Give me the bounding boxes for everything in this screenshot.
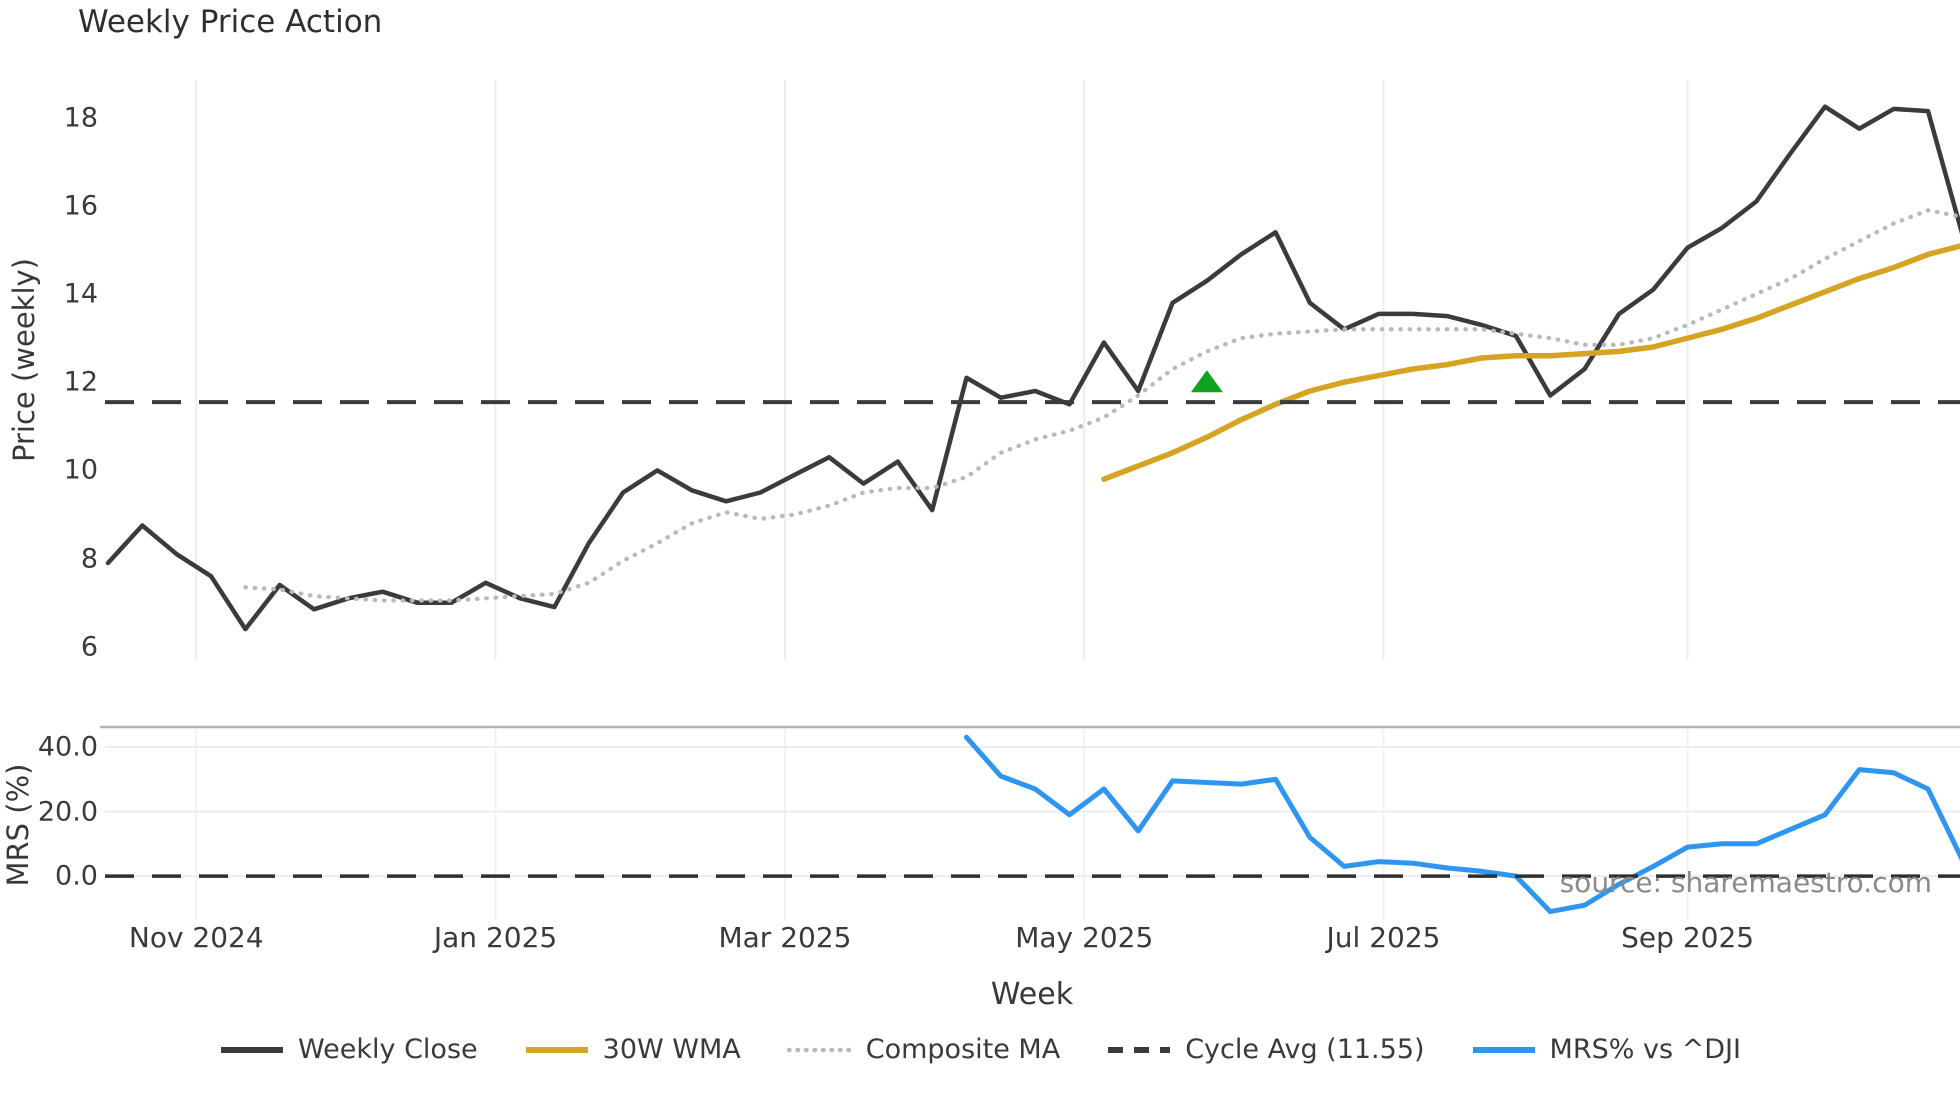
mrs-ytick-0.0: 0.0: [55, 860, 98, 892]
xtick-jul-2025: Jul 2025: [1326, 921, 1441, 954]
series-30w-wma-line: [1101, 243, 1960, 482]
xtick-mar-2025: Mar 2025: [718, 921, 852, 954]
xtick-jan-2025: Jan 2025: [433, 921, 558, 954]
price-ytick-10: 10: [63, 454, 98, 486]
series-mrs-vs-dji-line: [964, 734, 1960, 915]
legend-swatch-composite-ma-icon: [786, 1047, 853, 1052]
chart-title: Weekly Price Action: [78, 4, 383, 40]
buy-signal-triangle-up-icon: [1190, 370, 1223, 393]
series-weekly-close-line: [105, 104, 1960, 632]
legend-label-cycle-avg-11-55: Cycle Avg (11.55): [1185, 1034, 1425, 1065]
price-ytick-8: 8: [80, 543, 98, 575]
mrs-ytick-20.0: 20.0: [37, 796, 98, 828]
mrs-ytick-40.0: 40.0: [37, 731, 98, 763]
xtick-nov-2024: Nov 2024: [128, 921, 264, 954]
xtick-sep-2025: Sep 2025: [1621, 921, 1755, 954]
price-ytick-12: 12: [63, 366, 98, 398]
legend-label-30w-wma: 30W WMA: [602, 1034, 741, 1065]
legend-label-weekly-close: Weekly Close: [298, 1034, 478, 1065]
legend-label-mrs-vs-dji: MRS% vs ^DJI: [1549, 1034, 1741, 1065]
xtick-may-2025: May 2025: [1015, 921, 1154, 954]
legend-swatch-cycle-avg-11-55-icon: [1108, 1046, 1171, 1053]
price-ytick-16: 16: [63, 190, 98, 222]
legend-swatch-mrs-vs-dji-icon: [1472, 1046, 1535, 1053]
legend-item-weekly-close: Weekly Close: [219, 1034, 478, 1065]
legend-label-composite-ma: Composite MA: [865, 1034, 1061, 1065]
legend-swatch-weekly-close-icon: [221, 1046, 284, 1053]
price-ytick-6: 6: [80, 631, 98, 663]
x-axis-label: Week: [990, 977, 1074, 1012]
legend-item-mrs-vs-dji: MRS% vs ^DJI: [1471, 1034, 1741, 1065]
price-ytick-14: 14: [63, 278, 98, 310]
series-composite-ma-line: [243, 208, 1960, 603]
legend-item-composite-ma: Composite MA: [786, 1034, 1061, 1065]
legend-item-30w-wma: 30W WMA: [524, 1034, 741, 1065]
legend: Weekly Close 30W WMA Composite MA Cycle Avg…: [0, 1034, 1960, 1065]
source-note: source: sharemaestro.com: [1559, 866, 1932, 899]
price-ytick-18: 18: [63, 102, 98, 134]
legend-item-cycle-avg-11-55: Cycle Avg (11.55): [1106, 1034, 1425, 1065]
legend-swatch-30w-wma-icon: [525, 1046, 588, 1053]
